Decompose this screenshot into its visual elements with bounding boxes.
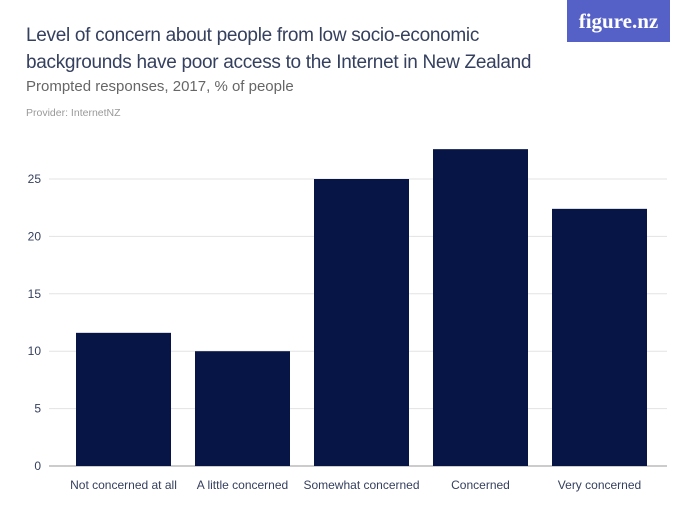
bar — [76, 332, 171, 466]
bar — [552, 208, 647, 466]
y-tick-label: 25 — [28, 172, 42, 186]
bar — [195, 351, 290, 466]
chart-title: Level of concern about people from low s… — [26, 25, 532, 73]
x-category-label: Concerned — [451, 478, 510, 492]
x-category-label: Not concerned at all — [70, 478, 177, 492]
y-tick-label: 0 — [34, 459, 41, 473]
bar — [314, 179, 409, 466]
provider-label: Provider: InternetNZ — [26, 107, 121, 119]
x-category-label: Somewhat concerned — [303, 478, 419, 492]
x-category-label: A little concerned — [197, 478, 288, 492]
chart-subtitle: Prompted responses, 2017, % of people — [26, 78, 294, 95]
y-tick-label: 20 — [28, 229, 42, 243]
bar — [433, 149, 528, 467]
y-tick-label: 10 — [28, 344, 42, 358]
figure-nz-logo[interactable]: figure.nz — [567, 0, 670, 42]
logo-text: figure.nz — [578, 8, 659, 33]
x-category-label: Very concerned — [558, 478, 641, 492]
y-tick-label: 15 — [28, 287, 42, 301]
y-tick-label: 5 — [34, 402, 41, 416]
